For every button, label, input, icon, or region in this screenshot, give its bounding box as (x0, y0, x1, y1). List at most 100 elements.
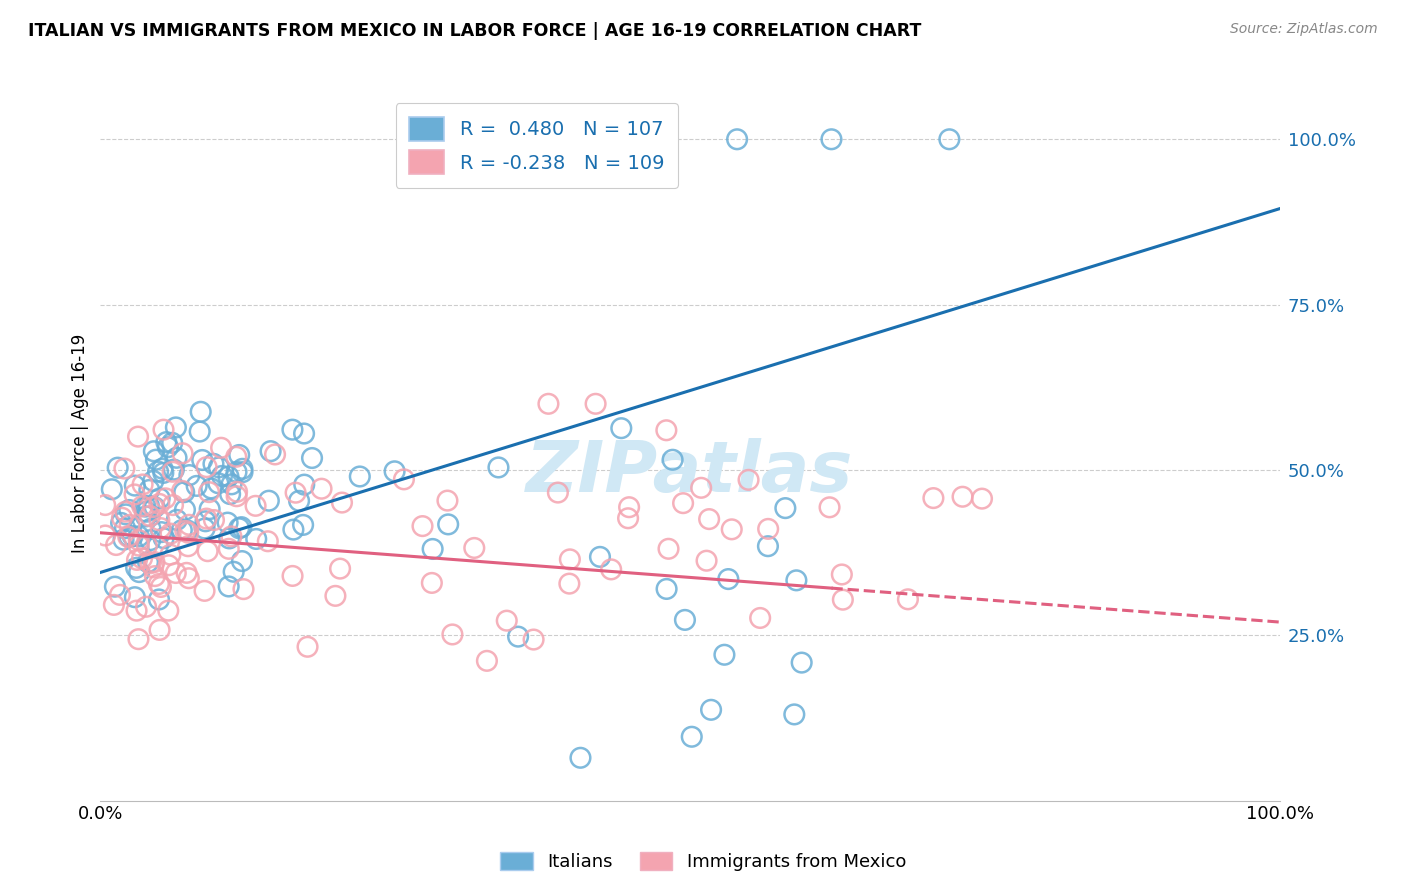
Point (177, 539, 200, 553)
Point (105, 538, 128, 552)
Point (149, 580, 172, 594)
Point (922, 491, 945, 505)
Point (163, 462, 186, 476)
Point (349, 469, 371, 483)
Point (131, 551, 153, 566)
Point (194, 514, 217, 528)
Point (259, 444, 281, 458)
Point (325, 589, 347, 603)
Point (170, 523, 193, 537)
Point (139, 509, 162, 524)
Point (165, 420, 187, 434)
Point (146, 539, 169, 553)
Point (897, 592, 920, 607)
Point (392, 472, 415, 486)
Point (225, 465, 247, 479)
Point (146, 465, 169, 479)
Point (558, 552, 581, 566)
Point (172, 446, 194, 460)
Point (617, 500, 640, 515)
Point (148, 577, 170, 591)
Text: ITALIAN VS IMMIGRANTS FROM MEXICO IN LABOR FORCE | AGE 16-19 CORRELATION CHART: ITALIAN VS IMMIGRANTS FROM MEXICO IN LAB… (28, 22, 921, 40)
Point (226, 484, 249, 499)
Point (139, 522, 162, 536)
Point (283, 523, 305, 537)
Point (138, 483, 160, 497)
Point (131, 500, 153, 514)
Point (600, 562, 623, 576)
Point (749, 611, 772, 625)
Point (117, 530, 139, 544)
Point (681, 730, 703, 744)
Point (143, 555, 166, 569)
Legend: Italians, Immigrants from Mexico: Italians, Immigrants from Mexico (494, 845, 912, 879)
Point (221, 477, 243, 491)
Point (820, 132, 842, 146)
Point (200, 482, 222, 496)
Point (195, 511, 218, 525)
Point (142, 474, 165, 488)
Point (198, 502, 221, 516)
Point (142, 444, 165, 458)
Point (284, 485, 307, 500)
Point (142, 500, 165, 514)
Point (143, 569, 166, 583)
Point (330, 495, 353, 509)
Point (191, 453, 214, 467)
Point (717, 572, 740, 586)
Point (145, 452, 167, 467)
Point (720, 522, 742, 536)
Point (139, 556, 162, 570)
Point (159, 548, 181, 562)
Point (672, 496, 695, 510)
Point (970, 491, 993, 506)
Point (139, 533, 162, 548)
Point (506, 630, 529, 644)
Point (436, 493, 458, 508)
Point (523, 632, 546, 647)
Point (818, 500, 841, 515)
Point (495, 614, 517, 628)
Point (142, 560, 165, 574)
Legend: R =  0.480   N = 107, R = -0.238   N = 109: R = 0.480 N = 107, R = -0.238 N = 109 (395, 103, 678, 187)
Point (737, 473, 759, 487)
Point (202, 457, 225, 471)
Point (463, 541, 485, 555)
Point (228, 448, 250, 462)
Point (94, 498, 117, 512)
Point (231, 465, 253, 479)
Point (198, 485, 221, 500)
Point (112, 461, 135, 475)
Point (148, 497, 170, 511)
Point (177, 525, 200, 540)
Point (232, 582, 254, 596)
Point (110, 516, 132, 530)
Point (124, 590, 146, 604)
Point (156, 440, 179, 454)
Point (124, 478, 146, 492)
Point (437, 517, 460, 532)
Point (162, 498, 184, 512)
Point (127, 429, 149, 443)
Point (231, 520, 253, 534)
Point (610, 421, 633, 435)
Point (152, 423, 174, 437)
Point (127, 632, 149, 647)
Point (292, 477, 315, 491)
Point (136, 555, 159, 569)
Point (194, 522, 217, 536)
Point (160, 435, 183, 450)
Point (177, 571, 200, 585)
Point (225, 489, 247, 503)
Point (221, 529, 243, 543)
Point (547, 485, 569, 500)
Point (174, 524, 197, 538)
Point (188, 425, 211, 439)
Point (190, 405, 212, 419)
Point (488, 460, 510, 475)
Point (422, 541, 444, 556)
Point (125, 553, 148, 567)
Point (121, 529, 143, 543)
Text: Source: ZipAtlas.com: Source: ZipAtlas.com (1230, 22, 1378, 37)
Point (292, 517, 315, 532)
